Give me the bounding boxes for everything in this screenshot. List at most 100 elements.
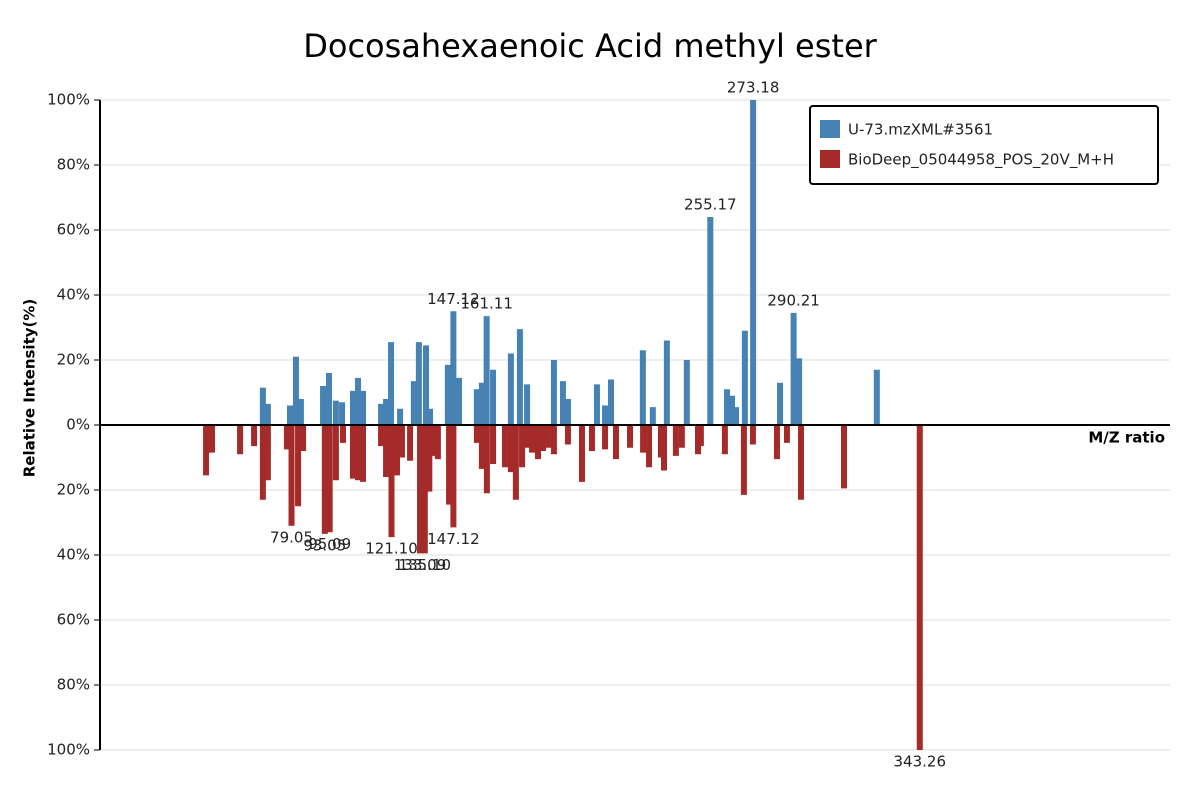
peak-label: 93.05 (303, 536, 346, 554)
peak-label: 255.17 (684, 196, 737, 214)
y-tick-label: 20% (57, 351, 90, 369)
peak-bar (578, 425, 585, 482)
peak-bar (796, 358, 803, 425)
peak-bar (427, 408, 434, 425)
peak-bar (741, 330, 748, 425)
peak-bar (415, 342, 422, 425)
peak-bar (286, 405, 293, 425)
peak-bar (473, 389, 480, 425)
peak-bar (251, 425, 258, 447)
peak-bar (649, 407, 656, 425)
peak-bar (332, 400, 339, 425)
y-tick-label: 100% (47, 741, 90, 759)
peak-bar (393, 425, 400, 476)
peak-bar (326, 425, 333, 533)
peak-bar (478, 382, 485, 425)
peak-bar (501, 425, 508, 468)
peak-bar (612, 425, 619, 460)
peak-bar (697, 425, 704, 447)
peak-bar (657, 425, 664, 458)
peak-bar (446, 425, 453, 505)
peak-bar (208, 425, 215, 453)
peak-bar (388, 342, 395, 425)
legend-box (809, 105, 1159, 185)
legend-swatch (820, 150, 840, 168)
peak-bar (292, 356, 299, 425)
peak-bar (749, 425, 756, 445)
peak-bar (456, 377, 463, 425)
peak-bar (325, 373, 332, 425)
peak-bar (410, 381, 417, 425)
peak-bar (237, 425, 244, 455)
peak-bar (354, 377, 361, 425)
y-axis-label: Relative Intensity(%) (21, 299, 39, 478)
peak-bar (490, 369, 497, 425)
peak-bar (426, 425, 433, 492)
peak-bar (397, 408, 404, 425)
peak-bar (683, 360, 690, 425)
peak-bar (434, 425, 441, 460)
peak-bar (354, 425, 361, 481)
peak-bar (264, 403, 271, 425)
peak-bar (516, 329, 523, 425)
peak-bar (524, 425, 531, 448)
peak-bar (429, 425, 436, 456)
peak-bar (564, 425, 571, 445)
peak-bar (740, 425, 747, 495)
peak-bar (264, 425, 271, 481)
peak-bar (259, 387, 266, 425)
peak-bar (544, 425, 551, 448)
peak-bar (383, 399, 390, 425)
peak-label: 290.21 (767, 291, 820, 309)
peak-bar (607, 379, 614, 425)
peak-label: 135.10 (399, 556, 452, 574)
peak-bar (398, 425, 405, 458)
peak-bar (750, 100, 757, 425)
peak-bar (646, 425, 653, 468)
peak-bar (359, 390, 366, 425)
peak-bar (797, 425, 804, 500)
peak-label: 95.09 (308, 535, 351, 553)
peak-bar (378, 425, 385, 447)
peak-bar (534, 425, 541, 460)
y-tick-label: 20% (57, 481, 90, 499)
peak-bar (783, 425, 790, 443)
peak-bar (539, 425, 546, 451)
peak-bar (340, 425, 347, 443)
peak-bar (349, 425, 356, 479)
peak-label: 133.09 (394, 556, 447, 574)
y-tick-label: 80% (57, 156, 90, 174)
peak-bar (916, 425, 923, 750)
peak-label: 273.18 (727, 79, 780, 97)
peak-bar (593, 384, 600, 425)
peak-bar (777, 382, 784, 425)
peak-label: 79.05 (270, 528, 313, 546)
peak-bar (417, 425, 424, 554)
peak-bar (564, 399, 571, 425)
peak-bar (672, 425, 679, 456)
peak-label: 161.11 (460, 295, 513, 313)
peak-bar (378, 403, 385, 425)
peak-bar (359, 425, 366, 482)
peak-bar (259, 425, 266, 500)
legend-swatch (820, 120, 840, 138)
peak-bar (559, 381, 566, 425)
peak-bar (407, 425, 414, 461)
peak-bar (627, 425, 634, 448)
peak-bar (349, 390, 356, 425)
peak-bar (507, 425, 514, 473)
peak-bar (733, 407, 740, 425)
peak-bar (678, 425, 685, 448)
chart-title: Docosahexaenoic Acid methyl ester (303, 27, 877, 65)
peak-bar (507, 353, 514, 425)
peak-bar (478, 425, 485, 469)
peak-bar (529, 425, 536, 453)
peak-bar (444, 364, 451, 425)
peak-bar (288, 425, 295, 526)
peak-bar (490, 425, 497, 464)
peak-bar (639, 350, 646, 425)
y-tick-label: 100% (47, 91, 90, 109)
peak-label: 343.26 (894, 753, 947, 771)
